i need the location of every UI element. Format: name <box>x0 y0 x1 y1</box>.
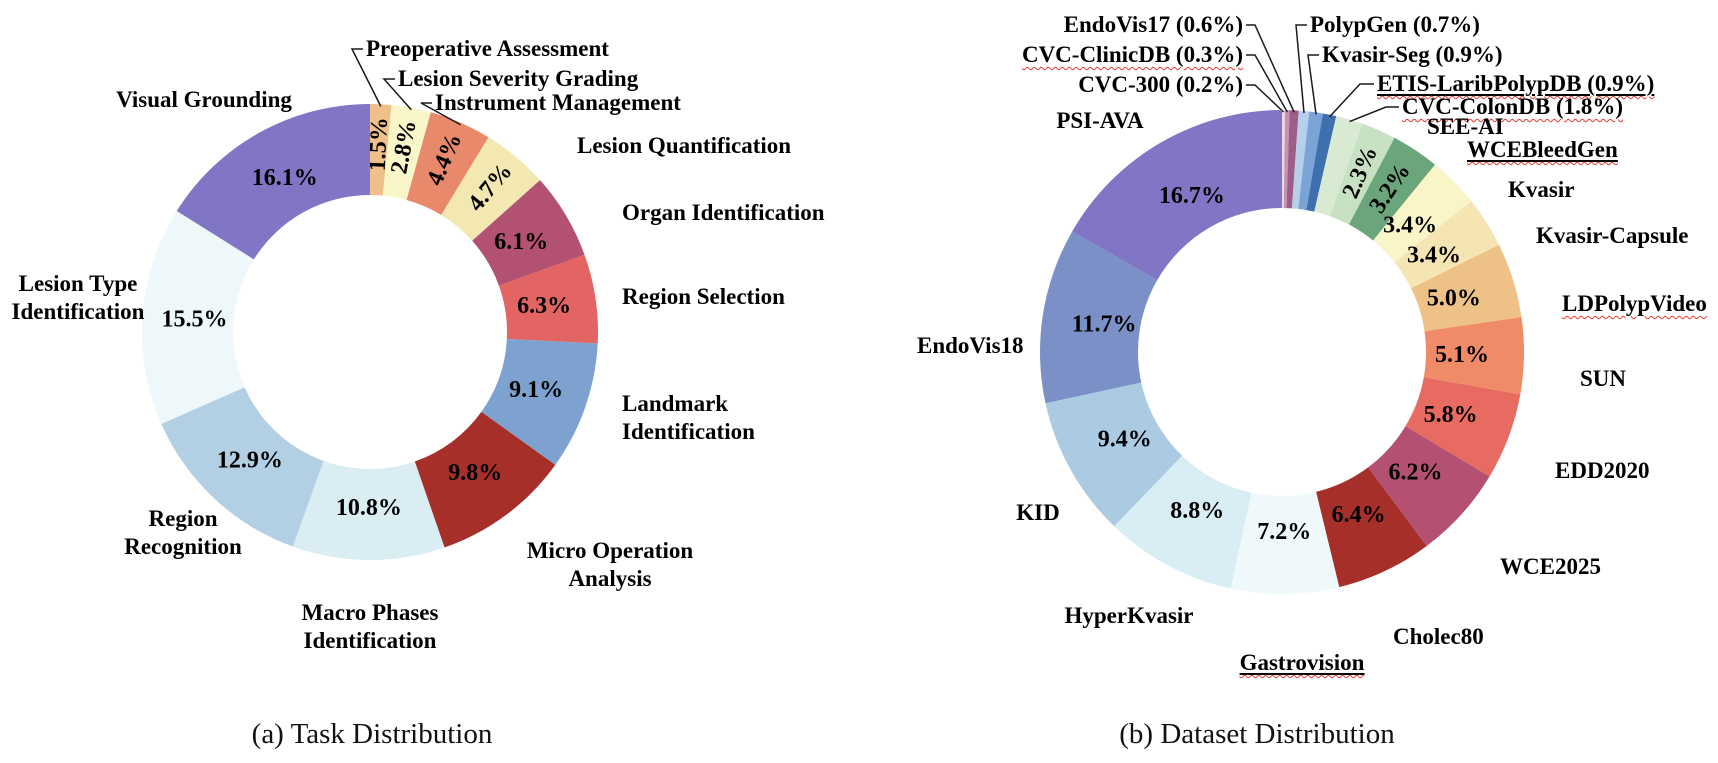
slice-preoperative-assessment <box>370 103 392 196</box>
slice-endovis18 <box>1039 231 1158 404</box>
pct-label-kvasir-capsule: 3.4% <box>1407 243 1461 269</box>
pct-label-hyperkvasir: 8.8% <box>1170 498 1224 524</box>
leader-line-cvc-colondb <box>1349 106 1399 123</box>
slice-cholec80 <box>1316 467 1427 588</box>
pct-label-kvasir: 3.4% <box>1383 213 1437 239</box>
slice-etis-laribpolypdb <box>1306 113 1337 212</box>
pct-label-sun: 5.1% <box>1435 342 1489 368</box>
slice-kvasir-capsule <box>1394 201 1499 289</box>
pct-label-endovis18: 11.7% <box>1072 311 1137 337</box>
pct-label-macro-phases-identification: 10.8% <box>336 495 402 521</box>
pct-label-landmark-identification: 9.1% <box>509 377 563 403</box>
slice-sun <box>1423 317 1524 395</box>
leader-line-preoperative-assessment <box>350 48 382 107</box>
leader-line-cvc-300 <box>1246 84 1285 113</box>
pct-label-edd2020: 5.8% <box>1424 402 1478 428</box>
slice-see-ai <box>1329 123 1395 225</box>
slice-micro-operation-analysis <box>414 411 556 548</box>
slice-visual-grounding <box>176 103 370 260</box>
leader-line-instrument-management <box>420 102 461 126</box>
leader-line-endovis17 <box>1246 24 1295 113</box>
slice-kvasir-seg <box>1298 111 1323 211</box>
slice-endovis17 <box>1286 110 1299 209</box>
pct-label-visual-grounding: 16.1% <box>252 165 318 191</box>
slice-region-selection <box>498 254 598 344</box>
slice-lesion-severity-grading <box>382 105 431 200</box>
leader-line-kvasir-seg <box>1307 54 1319 115</box>
slice-gastrovision <box>1230 491 1340 594</box>
pct-label-psi-ava: 16.7% <box>1159 183 1225 209</box>
slice-instrument-management <box>406 112 489 215</box>
slice-macro-phases-identification <box>292 460 445 560</box>
slice-landmark-identification <box>481 338 598 465</box>
pct-label-cholec80: 6.4% <box>1332 502 1386 528</box>
leader-line-polypgen <box>1295 24 1307 114</box>
slice-psi-ava <box>1072 110 1282 281</box>
slice-wce2025 <box>1368 426 1490 546</box>
pct-label-gastrovision: 7.2% <box>1257 519 1311 545</box>
slice-region-recognition <box>161 387 324 547</box>
leader-line-lesion-severity-grading <box>382 78 412 111</box>
pct-label-region-recognition: 12.9% <box>217 448 283 474</box>
b-dataset-distribution-donut: 2.3%3.2%3.4%3.4%5.0%5.1%5.8%6.2%6.4%7.2%… <box>1039 24 1524 594</box>
slice-kvasir <box>1373 164 1472 263</box>
slice-wcebleedgen <box>1348 137 1436 241</box>
caption-dataset-distribution: (b) Dataset Distribution <box>1119 718 1395 750</box>
slice-ldpolypvideo <box>1411 244 1522 332</box>
caption-task-distribution: (a) Task Distribution <box>251 718 493 750</box>
slice-polypgen <box>1291 110 1310 209</box>
slice-kid <box>1045 382 1183 527</box>
slice-lesion-quantification <box>441 137 541 241</box>
slice-cvc-colondb <box>1314 116 1363 217</box>
leader-line-cvc-clinicdb <box>1246 54 1288 113</box>
slice-cvc-clinicdb <box>1283 110 1290 209</box>
a-task-distribution-donut: 1.5%2.8% 4.4%4.7%6.1%6.3%9.1%9.8%10.8%12.… <box>142 48 598 560</box>
pct-label-lesion-type-identification: 15.5% <box>161 306 227 332</box>
leader-line-etis-laribpolypdb <box>1329 83 1374 118</box>
slice-cvc-300 <box>1282 110 1286 209</box>
pct-label-wce2025: 6.2% <box>1389 460 1443 486</box>
pct-label-micro-operation-analysis: 9.8% <box>448 460 502 486</box>
pct-label-region-selection: 6.3% <box>517 293 571 319</box>
slice-organ-identification <box>472 180 585 286</box>
pct-label-ldpolypvideo: 5.0% <box>1427 286 1481 312</box>
pct-label-kid: 9.4% <box>1098 427 1152 453</box>
slice-lesion-type-identification <box>142 211 254 424</box>
pct-label-organ-identification: 6.1% <box>494 229 548 255</box>
slice-hyperkvasir <box>1114 455 1252 589</box>
slice-edd2020 <box>1405 377 1521 477</box>
